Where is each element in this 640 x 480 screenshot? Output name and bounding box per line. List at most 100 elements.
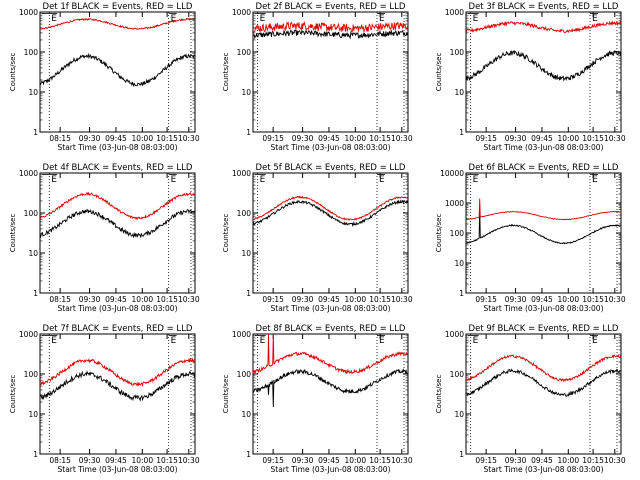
x-tick-label: 10:15 [369,456,391,465]
x-tick-label: 09:30 [505,134,527,143]
x-tick-label: 09:30 [292,134,314,143]
eclipse-marker-label: E [260,336,266,346]
chart-title: Det 2f BLACK = Events, RED = LLD [256,2,406,12]
x-tick-label: 09:30 [505,295,527,304]
x-tick-label: 10:15 [582,134,604,143]
y-tick-label: 100 [24,209,39,218]
chart-title: Det 1f BLACK = Events, RED = LLD [43,2,193,12]
lld-series-line [465,20,622,34]
y-tick-label: 1 [246,128,251,137]
x-tick-label: 10:15 [369,295,391,304]
y-axis-label: Counts/sec [222,53,230,92]
x-tick-label: 10:30 [178,295,200,304]
x-tick-label: 10:15 [369,134,391,143]
x-tick-label: 10:30 [604,295,626,304]
y-tick-label: 1000 [232,169,251,178]
y-tick-label: 1000 [19,8,38,17]
x-tick-label: 09:30 [292,456,314,465]
y-tick-label: 1000 [445,199,464,208]
x-tick-label: 09:45 [318,456,340,465]
y-tick-label: 1 [33,128,38,137]
chart-title: Det 3f BLACK = Events, RED = LLD [469,2,619,12]
y-axis-label: Counts/sec [9,375,17,414]
eclipse-marker-label: E [260,14,266,24]
eclipse-marker-label: E [473,14,479,24]
x-tick-label: 10:15 [156,456,178,465]
x-tick-label: 09:45 [318,295,340,304]
y-tick-label: 100 [24,370,39,379]
lld-series-line [252,333,409,375]
x-tick-label: 10:00 [344,134,366,143]
plot-frame [39,333,196,455]
y-tick-label: 100 [450,48,465,57]
plot-frame [465,11,622,133]
events-series-line [252,367,409,408]
x-tick-label: 10:15 [156,134,178,143]
y-tick-label: 1 [33,289,38,298]
chart-panel: Det 1f BLACK = Events, RED = LLD 1 10 100 10… [9,2,200,152]
events-series-line [39,208,196,239]
x-tick-label: 10:30 [604,134,626,143]
x-axis-label: Start Time (03-Jun-08 08:03:00) [58,465,178,474]
events-series-line [39,370,196,402]
y-axis-label: Counts/sec [9,214,17,253]
eclipse-marker-label: E [473,175,479,185]
eclipse-marker-label: E [592,175,598,185]
y-tick-label: 10 [241,249,251,258]
plot-frame [252,333,409,455]
x-tick-label: 10:00 [131,295,153,304]
x-tick-label: 10:00 [131,134,153,143]
x-tick-label: 10:15 [582,295,604,304]
y-axis-label: Counts/sec [222,214,230,253]
x-tick-label: 10:00 [557,134,579,143]
x-tick-label: 09:15 [475,134,497,143]
x-tick-label: 10:15 [582,456,604,465]
x-axis-label: Start Time (03-Jun-08 08:03:00) [484,304,604,313]
x-tick-label: 09:15 [475,295,497,304]
chart-panel: Det 4f BLACK = Events, RED = LLD 1 10 100 10… [9,163,200,313]
lld-series-line [39,357,196,388]
y-tick-label: 1000 [445,330,464,339]
x-tick-label: 08:15 [49,456,71,465]
x-axis-label: Start Time (03-Jun-08 08:03:00) [58,304,178,313]
x-tick-label: 09:45 [105,295,127,304]
y-axis-label: Counts/sec [435,214,443,253]
y-tick-label: 1000 [445,8,464,17]
x-tick-label: 09:45 [105,134,127,143]
y-tick-label: 100 [24,48,39,57]
x-tick-label: 08:15 [49,295,71,304]
y-tick-label: 10000 [440,169,464,178]
plot-frame [252,172,409,294]
y-tick-label: 100 [237,48,252,57]
x-axis-label: Start Time (03-Jun-08 08:03:00) [484,143,604,152]
x-tick-label: 09:15 [475,456,497,465]
x-tick-label: 10:30 [391,295,413,304]
lld-series-line [39,191,196,221]
y-tick-label: 10 [454,88,464,97]
x-tick-label: 10:30 [178,456,200,465]
eclipse-marker-label: E [379,336,385,346]
y-tick-label: 1 [459,289,464,298]
x-tick-label: 10:30 [391,456,413,465]
events-series-line [465,204,622,245]
chart-panel: Det 9f BLACK = Events, RED = LLD 1 10 100 10… [435,324,626,474]
x-tick-label: 10:00 [344,295,366,304]
eclipse-marker-label: E [51,14,57,24]
y-tick-label: 1000 [19,330,38,339]
y-tick-label: 10 [28,410,38,419]
y-tick-label: 10 [28,88,38,97]
eclipse-marker-label: E [379,175,385,185]
x-tick-label: 10:00 [131,456,153,465]
eclipse-marker-label: E [51,175,57,185]
lld-series-line [465,354,622,383]
y-axis-label: Counts/sec [435,53,443,92]
x-tick-label: 09:15 [262,456,284,465]
y-tick-label: 100 [450,370,465,379]
plot-frame [39,172,196,294]
y-axis-label: Counts/sec [9,53,17,92]
x-tick-label: 09:45 [105,456,127,465]
chart-title: Det 7f BLACK = Events, RED = LLD [43,324,193,334]
x-tick-label: 10:00 [557,295,579,304]
events-series-line [465,50,622,82]
eclipse-marker-label: E [51,336,57,346]
